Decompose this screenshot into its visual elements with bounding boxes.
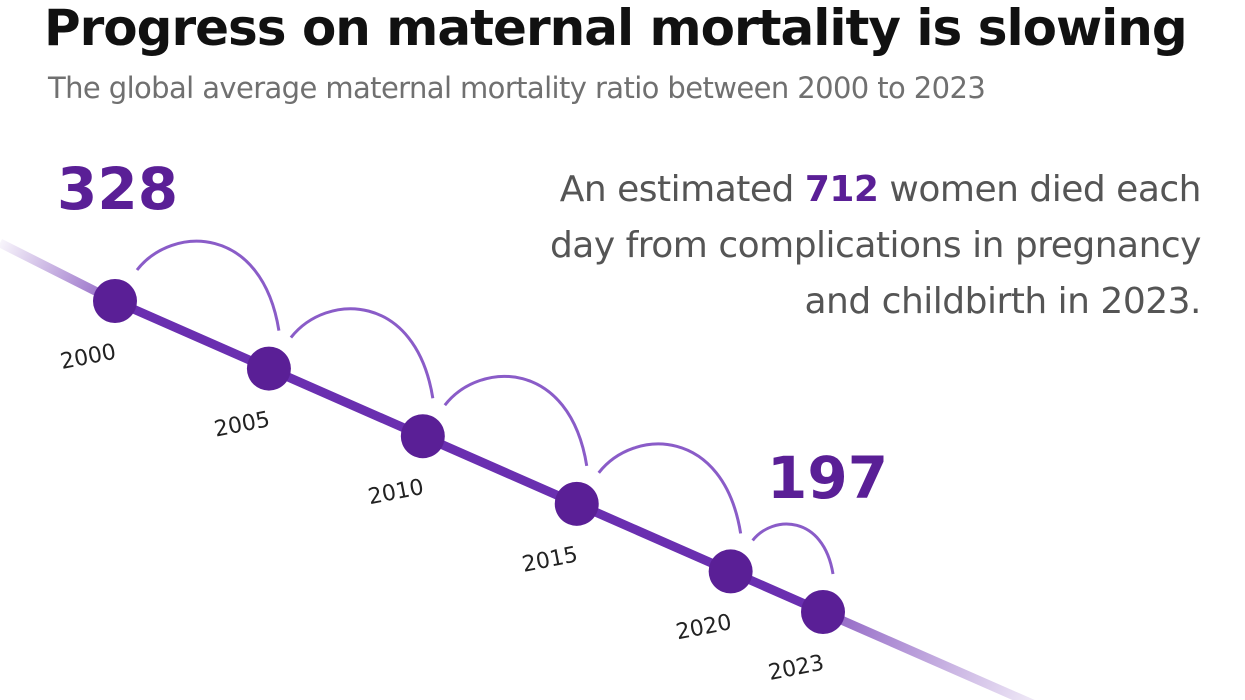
end-value-label: 197	[767, 444, 888, 512]
timeline-point	[246, 346, 291, 391]
callout-after: women died each day from complications i…	[549, 169, 1202, 322]
timeline-point	[400, 414, 445, 459]
year-label: 2000	[58, 340, 118, 375]
connector-arc	[289, 307, 435, 399]
year-label: 2020	[674, 610, 734, 645]
year-label: 2005	[212, 407, 272, 442]
timeline-point	[93, 279, 137, 323]
year-label: 2015	[520, 542, 580, 577]
chart-title: Progress on maternal mortality is slowin…	[44, 0, 1188, 57]
callout-text: An estimated 712 women died each day fro…	[501, 162, 1202, 330]
year-label: 2010	[366, 475, 426, 510]
callout-before: An estimated	[559, 169, 805, 210]
callout-number: 712	[804, 169, 879, 210]
connector-arc	[443, 374, 589, 467]
timeline-point	[801, 590, 845, 634]
connector-arc	[751, 522, 835, 575]
connector-arc	[597, 442, 743, 534]
timeline-point	[708, 549, 753, 594]
start-value-label: 328	[57, 155, 178, 223]
timeline-lead-out	[821, 607, 1035, 700]
connector-arc	[135, 239, 281, 331]
timeline-line	[113, 296, 825, 617]
chart-subtitle: The global average maternal mortality ra…	[48, 71, 986, 105]
year-label: 2023	[766, 651, 826, 686]
timeline-point	[554, 481, 599, 526]
